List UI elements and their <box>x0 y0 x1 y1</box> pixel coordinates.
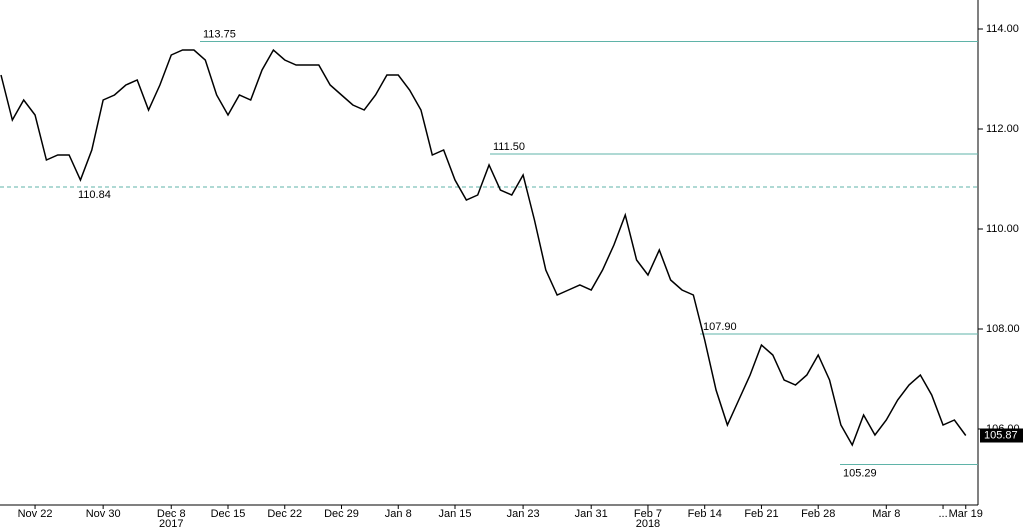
x-tick-label: Dec 15 <box>211 508 246 520</box>
x-tick-label: Jan 8 <box>385 508 412 520</box>
x-tick-label: Dec 8 <box>157 508 186 520</box>
x-tick-label: Feb 21 <box>744 508 778 520</box>
y-tick-label: 112.00 <box>986 123 1019 135</box>
dashed-level-label: 110.84 <box>78 189 111 201</box>
y-tick-label: 110.00 <box>986 223 1019 235</box>
x-tick-label: Dec 22 <box>267 508 302 520</box>
x-tick-label: Jan 31 <box>575 508 608 520</box>
level-label: 107.90 <box>703 321 737 333</box>
x-tick-label: Jan 23 <box>507 508 540 520</box>
x-tick-label: Feb 14 <box>688 508 722 520</box>
x-tick-label: Nov 30 <box>86 508 121 520</box>
year-label: 2017 <box>159 518 183 529</box>
x-tick-label: Feb 28 <box>801 508 835 520</box>
x-tick-label: Mar 19 <box>949 508 983 520</box>
price-line <box>0 48 967 447</box>
level-label: 113.75 <box>203 28 236 40</box>
x-tick-label: Feb 7 <box>634 508 662 520</box>
x-tick-label: Dec 29 <box>324 508 359 520</box>
last-price-tag <box>980 428 1023 443</box>
level-label: 111.50 <box>493 141 525 153</box>
x-tick-label: Jan 15 <box>438 508 471 520</box>
x-tick-label: Mar 8 <box>872 508 900 520</box>
year-label: 2018 <box>636 518 660 529</box>
y-tick-label: 114.00 <box>986 23 1019 35</box>
last-price-label: 105.87 <box>984 429 1018 441</box>
y-tick-label: 108.00 <box>986 323 1020 335</box>
level-label: 105.29 <box>843 467 877 479</box>
x-tick-label: Nov 22 <box>18 508 53 520</box>
x-tick-label: ... <box>938 508 947 520</box>
